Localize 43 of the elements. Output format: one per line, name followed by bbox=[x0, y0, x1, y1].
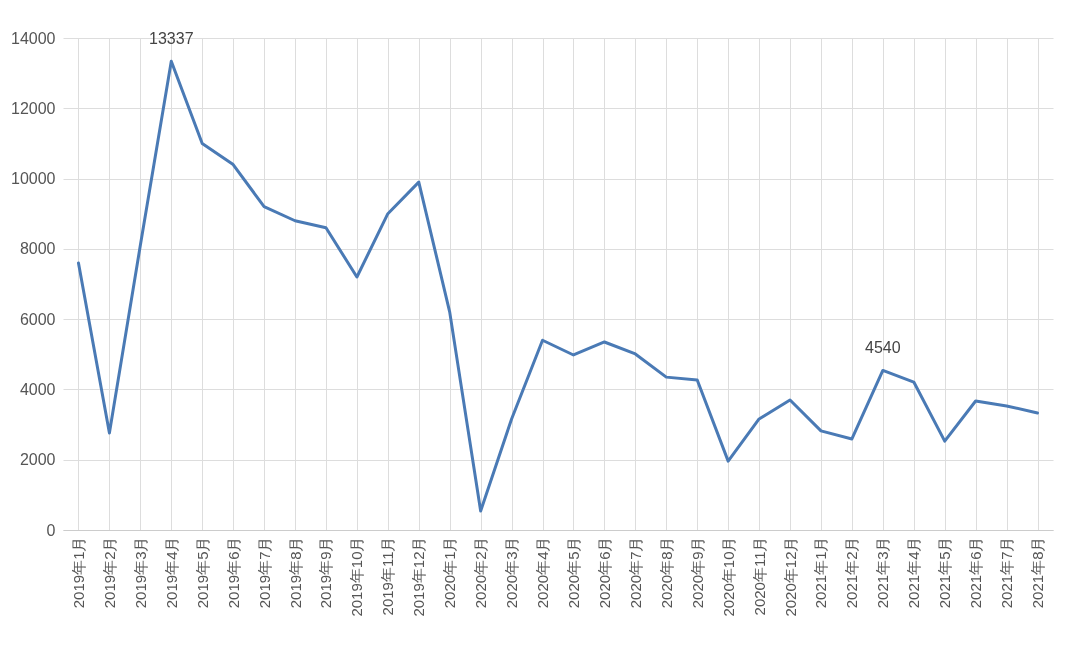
line-series bbox=[76, 59, 1040, 513]
x-tick-label: 2020年12月 bbox=[781, 536, 799, 617]
y-tick-label: 4000 bbox=[19, 380, 56, 398]
x-tick-label: 2019年7月 bbox=[255, 536, 273, 609]
x-tick-label: 2020年8月 bbox=[657, 536, 675, 609]
y-tick-label: 6000 bbox=[19, 310, 56, 328]
x-tick-label: 2020年6月 bbox=[595, 536, 613, 609]
x-tick-label: 2019年11月 bbox=[379, 536, 397, 616]
x-tick-label: 2020年5月 bbox=[564, 536, 582, 609]
x-tick-label: 2019年3月 bbox=[131, 536, 149, 609]
y-tick-label: 2000 bbox=[19, 451, 56, 469]
y-tick-label: 14000 bbox=[11, 29, 56, 47]
data-label: 4540 bbox=[865, 339, 901, 357]
x-tick-label: 2021年6月 bbox=[967, 536, 985, 609]
x-tick-label: 2021年3月 bbox=[874, 536, 892, 609]
x-tick-label: 2020年3月 bbox=[503, 536, 521, 609]
y-tick-label: 0 bbox=[46, 521, 56, 539]
x-tick-label: 2021年7月 bbox=[998, 536, 1016, 609]
x-tick-label: 2021年8月 bbox=[1029, 536, 1047, 609]
x-tick-label: 2019年10月 bbox=[348, 536, 366, 617]
x-tick-label: 2019年5月 bbox=[193, 536, 211, 609]
x-tick-label: 2019年9月 bbox=[317, 536, 335, 609]
x-tick-label: 2020年4月 bbox=[534, 536, 552, 609]
x-tick-label: 2020年9月 bbox=[688, 536, 706, 609]
data-label: 13337 bbox=[149, 30, 194, 48]
x-tick-label: 2019年1月 bbox=[69, 536, 87, 609]
x-tick-label: 2019年2月 bbox=[100, 536, 118, 609]
x-tick-label: 2019年8月 bbox=[286, 536, 304, 609]
x-tick-label: 2021年2月 bbox=[843, 536, 861, 609]
x-tick-label: 2021年5月 bbox=[936, 536, 954, 609]
y-tick-label: 8000 bbox=[19, 240, 56, 258]
x-tick-label: 2020年11月 bbox=[750, 536, 768, 616]
y-tick-label: 10000 bbox=[11, 170, 56, 188]
x-tick-label: 2020年2月 bbox=[472, 536, 490, 609]
x-tick-label: 2019年6月 bbox=[224, 536, 242, 609]
x-tick-label: 2020年10月 bbox=[719, 536, 737, 617]
x-tick-label: 2019年12月 bbox=[410, 536, 428, 617]
y-tick-label: 12000 bbox=[11, 99, 56, 117]
x-tick-label: 2020年7月 bbox=[626, 536, 644, 609]
x-tick-label: 2019年4月 bbox=[162, 536, 180, 609]
x-tick-label: 2020年1月 bbox=[441, 536, 459, 609]
x-tick-label: 2021年1月 bbox=[812, 536, 830, 609]
x-tick-label: 2021年4月 bbox=[905, 536, 923, 609]
